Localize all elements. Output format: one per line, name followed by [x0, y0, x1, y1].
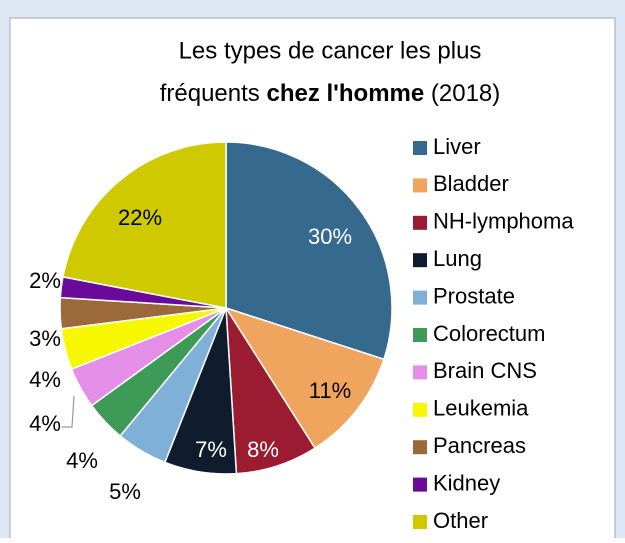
legend-label: Kidney: [433, 470, 500, 495]
legend-label: Prostate: [433, 283, 515, 308]
pie-slice: [225, 141, 393, 361]
title-part: fréquents: [160, 80, 260, 107]
data-label: 2%: [29, 268, 61, 293]
legend-swatch: [413, 178, 427, 193]
data-label: 4%: [66, 448, 98, 473]
legend-swatch: [413, 253, 427, 268]
legend-label: Other: [433, 508, 488, 533]
pie-slice: [62, 141, 227, 309]
legend-swatch: [413, 402, 427, 417]
legend-swatch: [413, 141, 427, 155]
data-label: 30%: [308, 224, 352, 249]
legend-swatch: [413, 515, 427, 529]
legend-swatch: [413, 365, 427, 380]
legend-label: Pancreas: [433, 433, 526, 458]
legend-label: Bladder: [433, 171, 509, 196]
data-label: 3%: [29, 326, 61, 351]
legend-label: Liver: [433, 134, 481, 159]
legend-label: Brain CNS: [433, 358, 537, 383]
legend-label: Colorectum: [433, 321, 545, 346]
pie-slice: [224, 306, 385, 450]
legend-swatch: [413, 440, 427, 455]
legend-swatch: [413, 328, 427, 342]
data-label: 22%: [118, 205, 162, 230]
data-label: 4%: [29, 367, 61, 392]
data-label: 4%: [29, 411, 61, 436]
chart-title: Les types de cancer les plus: [179, 37, 482, 64]
title-part: (2018): [431, 80, 500, 107]
leader-line: [62, 395, 75, 428]
data-label: 7%: [195, 437, 227, 462]
data-label: 5%: [109, 479, 141, 504]
legend-label: Lung: [433, 246, 482, 271]
legend-swatch: [413, 477, 427, 492]
legend-swatch: [413, 290, 427, 305]
title-bold: chez l'homme: [266, 80, 424, 107]
chart-title: fréquents chez l'homme (2018): [160, 80, 501, 107]
legend-label: NH-lymphoma: [433, 209, 574, 234]
data-label: 8%: [247, 437, 279, 462]
data-label: 11%: [309, 378, 351, 403]
legend-swatch: [413, 215, 427, 230]
legend-label: Leukemia: [433, 396, 529, 421]
